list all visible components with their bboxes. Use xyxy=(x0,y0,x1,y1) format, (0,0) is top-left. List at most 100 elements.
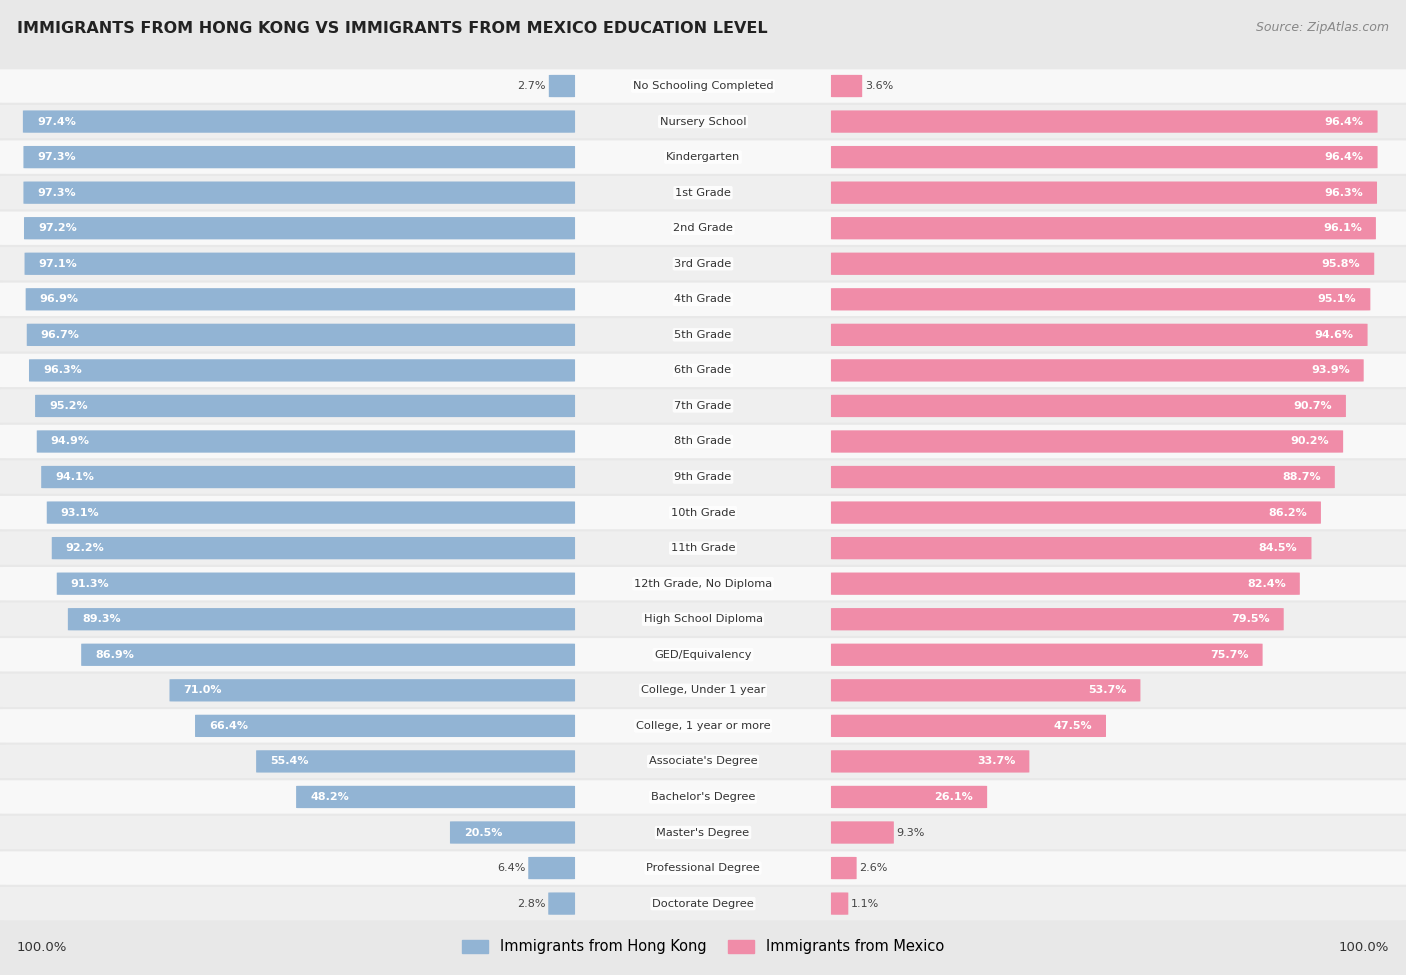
FancyBboxPatch shape xyxy=(52,537,575,560)
Text: 1st Grade: 1st Grade xyxy=(675,187,731,198)
Text: 84.5%: 84.5% xyxy=(1258,543,1298,553)
Text: 10th Grade: 10th Grade xyxy=(671,508,735,518)
FancyBboxPatch shape xyxy=(831,786,987,808)
FancyBboxPatch shape xyxy=(0,496,1406,529)
Text: 96.3%: 96.3% xyxy=(1324,187,1362,198)
Text: Master's Degree: Master's Degree xyxy=(657,828,749,838)
FancyBboxPatch shape xyxy=(67,608,575,631)
Text: No Schooling Completed: No Schooling Completed xyxy=(633,81,773,91)
FancyBboxPatch shape xyxy=(25,289,575,310)
Text: 2.8%: 2.8% xyxy=(517,899,546,909)
FancyBboxPatch shape xyxy=(24,181,575,204)
FancyBboxPatch shape xyxy=(0,638,1406,672)
FancyBboxPatch shape xyxy=(297,786,575,808)
Text: 96.7%: 96.7% xyxy=(41,330,80,340)
FancyBboxPatch shape xyxy=(0,105,1406,138)
Text: Professional Degree: Professional Degree xyxy=(647,863,759,873)
FancyBboxPatch shape xyxy=(548,892,575,915)
Text: 82.4%: 82.4% xyxy=(1247,579,1285,589)
Text: 97.3%: 97.3% xyxy=(38,152,76,162)
Text: 96.4%: 96.4% xyxy=(1324,152,1364,162)
Text: 96.4%: 96.4% xyxy=(1324,117,1364,127)
Text: 3rd Grade: 3rd Grade xyxy=(675,258,731,269)
FancyBboxPatch shape xyxy=(831,430,1343,452)
FancyBboxPatch shape xyxy=(256,750,575,772)
Legend: Immigrants from Hong Kong, Immigrants from Mexico: Immigrants from Hong Kong, Immigrants fr… xyxy=(456,933,950,960)
Text: 97.2%: 97.2% xyxy=(38,223,77,233)
FancyBboxPatch shape xyxy=(0,140,1406,174)
Text: College, 1 year or more: College, 1 year or more xyxy=(636,721,770,731)
Text: 2nd Grade: 2nd Grade xyxy=(673,223,733,233)
FancyBboxPatch shape xyxy=(529,857,575,879)
Text: 90.2%: 90.2% xyxy=(1291,437,1329,447)
Text: 97.1%: 97.1% xyxy=(38,258,77,269)
Text: 12th Grade, No Diploma: 12th Grade, No Diploma xyxy=(634,579,772,589)
FancyBboxPatch shape xyxy=(831,644,1263,666)
FancyBboxPatch shape xyxy=(37,430,575,452)
FancyBboxPatch shape xyxy=(27,324,575,346)
FancyBboxPatch shape xyxy=(0,176,1406,210)
FancyBboxPatch shape xyxy=(24,146,575,169)
FancyBboxPatch shape xyxy=(831,680,1140,701)
Text: 3.6%: 3.6% xyxy=(865,81,893,91)
FancyBboxPatch shape xyxy=(0,318,1406,352)
FancyBboxPatch shape xyxy=(831,501,1320,524)
FancyBboxPatch shape xyxy=(831,359,1364,381)
FancyBboxPatch shape xyxy=(0,674,1406,707)
Text: 96.1%: 96.1% xyxy=(1323,223,1362,233)
FancyBboxPatch shape xyxy=(35,395,575,417)
Text: 1.1%: 1.1% xyxy=(851,899,879,909)
FancyBboxPatch shape xyxy=(0,567,1406,601)
FancyBboxPatch shape xyxy=(450,821,575,843)
Text: 95.2%: 95.2% xyxy=(49,401,87,410)
FancyBboxPatch shape xyxy=(831,395,1346,417)
Text: 6.4%: 6.4% xyxy=(498,863,526,873)
FancyBboxPatch shape xyxy=(0,389,1406,422)
FancyBboxPatch shape xyxy=(831,146,1378,169)
Text: 7th Grade: 7th Grade xyxy=(675,401,731,410)
Text: 26.1%: 26.1% xyxy=(935,792,973,802)
FancyBboxPatch shape xyxy=(831,537,1312,560)
Text: IMMIGRANTS FROM HONG KONG VS IMMIGRANTS FROM MEXICO EDUCATION LEVEL: IMMIGRANTS FROM HONG KONG VS IMMIGRANTS … xyxy=(17,21,768,36)
FancyBboxPatch shape xyxy=(0,709,1406,743)
Text: 66.4%: 66.4% xyxy=(209,721,247,731)
Text: 11th Grade: 11th Grade xyxy=(671,543,735,553)
FancyBboxPatch shape xyxy=(24,253,575,275)
Text: 2.6%: 2.6% xyxy=(859,863,887,873)
Text: 96.3%: 96.3% xyxy=(44,366,82,375)
Text: Associate's Degree: Associate's Degree xyxy=(648,757,758,766)
FancyBboxPatch shape xyxy=(0,212,1406,245)
Text: GED/Equivalency: GED/Equivalency xyxy=(654,649,752,660)
Text: 5th Grade: 5th Grade xyxy=(675,330,731,340)
Text: 97.3%: 97.3% xyxy=(38,187,76,198)
FancyBboxPatch shape xyxy=(0,69,1406,102)
FancyBboxPatch shape xyxy=(831,715,1107,737)
Text: 6th Grade: 6th Grade xyxy=(675,366,731,375)
Text: 94.1%: 94.1% xyxy=(55,472,94,482)
FancyBboxPatch shape xyxy=(831,750,1029,772)
Text: 100.0%: 100.0% xyxy=(1339,941,1389,955)
Text: 94.6%: 94.6% xyxy=(1315,330,1354,340)
Text: 75.7%: 75.7% xyxy=(1211,649,1249,660)
Text: 91.3%: 91.3% xyxy=(70,579,110,589)
FancyBboxPatch shape xyxy=(0,283,1406,316)
FancyBboxPatch shape xyxy=(22,110,575,133)
Text: Bachelor's Degree: Bachelor's Degree xyxy=(651,792,755,802)
FancyBboxPatch shape xyxy=(0,460,1406,493)
Text: 71.0%: 71.0% xyxy=(184,685,222,695)
Text: 93.1%: 93.1% xyxy=(60,508,100,518)
Text: 9.3%: 9.3% xyxy=(897,828,925,838)
Text: 4th Grade: 4th Grade xyxy=(675,294,731,304)
Text: 93.9%: 93.9% xyxy=(1310,366,1350,375)
FancyBboxPatch shape xyxy=(831,217,1376,240)
Text: 95.1%: 95.1% xyxy=(1317,294,1357,304)
FancyBboxPatch shape xyxy=(831,324,1368,346)
FancyBboxPatch shape xyxy=(82,644,575,666)
Text: 88.7%: 88.7% xyxy=(1282,472,1320,482)
Text: 90.7%: 90.7% xyxy=(1294,401,1331,410)
FancyBboxPatch shape xyxy=(0,780,1406,814)
FancyBboxPatch shape xyxy=(24,217,575,240)
Text: 86.2%: 86.2% xyxy=(1268,508,1306,518)
Text: 2.7%: 2.7% xyxy=(517,81,546,91)
FancyBboxPatch shape xyxy=(548,75,575,98)
